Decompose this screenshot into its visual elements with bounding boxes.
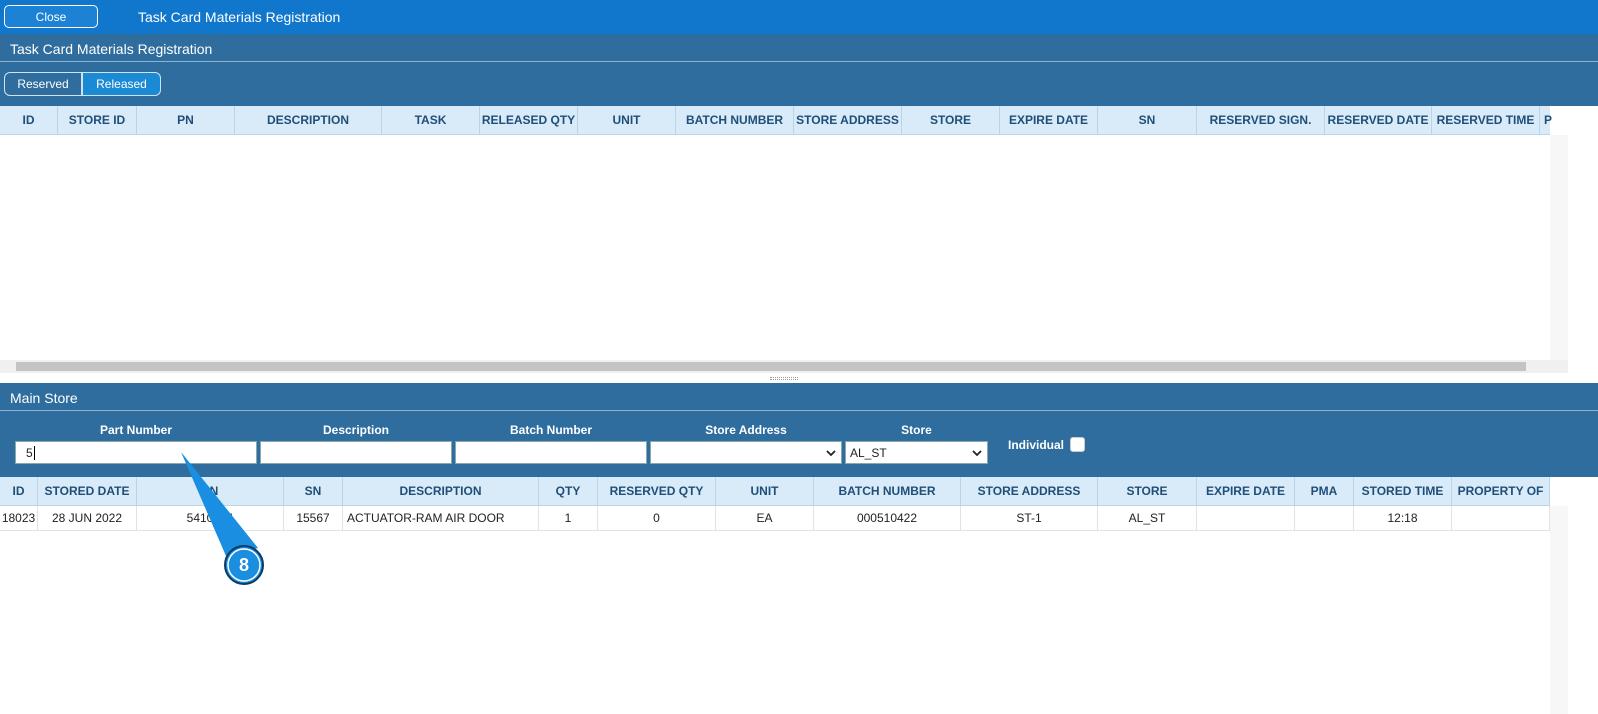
table-cell: AL_ST [1098, 506, 1197, 530]
individual-checkbox[interactable] [1070, 437, 1085, 452]
chevron-line [972, 450, 982, 457]
column-header[interactable]: SN [1098, 106, 1197, 134]
column-header[interactable]: ID [0, 106, 58, 134]
individual-label: Individual [1008, 438, 1065, 452]
toolbar: Reserved Released [0, 62, 1598, 106]
table-cell: EA [716, 506, 814, 530]
column-header[interactable]: STORE ID [58, 106, 137, 134]
table-row[interactable]: 18023 28 JUN 2022 5410464 15567 ACTUATOR-RAM… [0, 506, 1550, 531]
input-text: 5 [26, 445, 35, 460]
column-header[interactable]: QTY [539, 477, 598, 505]
chevron [972, 450, 982, 457]
column-header[interactable]: P [1544, 113, 1553, 127]
filter-label: Description [322, 423, 389, 437]
filter-label: Store [901, 423, 932, 437]
column-header[interactable]: RELEASED QTY [480, 106, 578, 134]
table-cell: 5410464 [137, 506, 284, 530]
table-cell: 000510422 [814, 506, 961, 530]
main-store-header: Main Store [0, 383, 1598, 411]
column-header[interactable]: STORE [1098, 477, 1197, 505]
column-header[interactable]: EXPIRE DATE [1000, 106, 1098, 134]
column-header[interactable]: SN [284, 477, 343, 505]
window-title: Task Card Materials Registration [138, 9, 341, 25]
callout-ring [227, 548, 261, 582]
filter-select[interactable] [650, 441, 842, 464]
column-header[interactable]: RESERVED DATE [1325, 106, 1432, 134]
close-button[interactable]: Close [4, 5, 98, 28]
column-header[interactable]: RESERVED TIME [1432, 106, 1540, 134]
splitter[interactable] [770, 377, 798, 380]
filter-label: Store Address [705, 423, 787, 437]
tab-released[interactable]: Released [82, 72, 161, 96]
column-header[interactable]: PN [137, 106, 235, 134]
filter-label: Part Number [99, 423, 173, 437]
column-header[interactable]: BATCH NUMBER [676, 106, 794, 134]
table-cell: 15567 [284, 506, 343, 530]
chevron-line [826, 450, 836, 457]
callout-badge [224, 545, 264, 585]
store-table-header: ID STORED DATE PN SN DESCRIPTION QTY RESERVED … [0, 477, 1550, 506]
panel-header: Task Card Materials Registration [0, 34, 1598, 62]
scroll-thumb[interactable] [16, 362, 1526, 371]
column-header[interactable]: UNIT [716, 477, 814, 505]
released-table-header: ID STORE ID PN DESCRIPTION TASK RELEASED QTY U… [0, 106, 1552, 135]
top-bar: Close Task Card Materials Registration [0, 0, 1598, 34]
filter-panel: Part Number 5 Description Batch Number Store… [0, 411, 1598, 477]
column-header[interactable]: RESERVED SIGN. [1197, 106, 1325, 134]
table-cell: 12:18 [1354, 506, 1452, 530]
column-header[interactable]: PROPERTY OF [1452, 477, 1550, 505]
filter-input[interactable] [260, 441, 452, 464]
tab-reserved[interactable]: Reserved [4, 72, 82, 96]
select-text: AL_ST [850, 445, 887, 460]
table-cell: ST-1 [961, 506, 1098, 530]
column-header[interactable]: EXPIRE DATE [1197, 477, 1295, 505]
column-header[interactable]: PMA [1295, 477, 1354, 505]
column-header[interactable]: ID [0, 477, 38, 505]
column-header[interactable]: DESCRIPTION [343, 477, 539, 505]
filter-select[interactable]: AL_ST [845, 441, 988, 464]
table-cell [1295, 506, 1354, 530]
column-header[interactable]: STORE ADDRESS [794, 106, 902, 134]
filter-label: Batch Number [509, 423, 592, 437]
column-header[interactable]: TASK [382, 106, 480, 134]
column-header[interactable]: STORE ADDRESS [961, 477, 1098, 505]
table-cell [1197, 506, 1295, 530]
filter-input[interactable] [455, 441, 647, 464]
column-header[interactable]: BATCH NUMBER [814, 477, 961, 505]
column-header[interactable]: UNIT [578, 106, 676, 134]
horizontal-scrollbar[interactable] [0, 360, 1568, 373]
table-cell: ACTUATOR-RAM AIR DOOR [343, 506, 539, 530]
vertical-scrollbar[interactable] [1550, 135, 1568, 360]
table-cell: 0 [598, 506, 716, 530]
chevron [826, 450, 836, 457]
table-cell: 1 [539, 506, 598, 530]
filter-input[interactable]: 5 [15, 441, 257, 464]
column-header[interactable]: STORED DATE [38, 477, 137, 505]
column-header[interactable]: RESERVED QTY [598, 477, 716, 505]
column-header[interactable]: PN [137, 477, 284, 505]
column-header[interactable]: STORED TIME [1354, 477, 1452, 505]
column-header[interactable]: STORE [902, 106, 1000, 134]
table-cell [1452, 506, 1550, 530]
table-cell: 28 JUN 2022 [38, 506, 137, 530]
column-header[interactable]: DESCRIPTION [235, 106, 382, 134]
table-cell: 18023 [0, 506, 38, 530]
callout-number: 8 [239, 555, 249, 575]
vertical-scrollbar[interactable] [1550, 506, 1568, 714]
